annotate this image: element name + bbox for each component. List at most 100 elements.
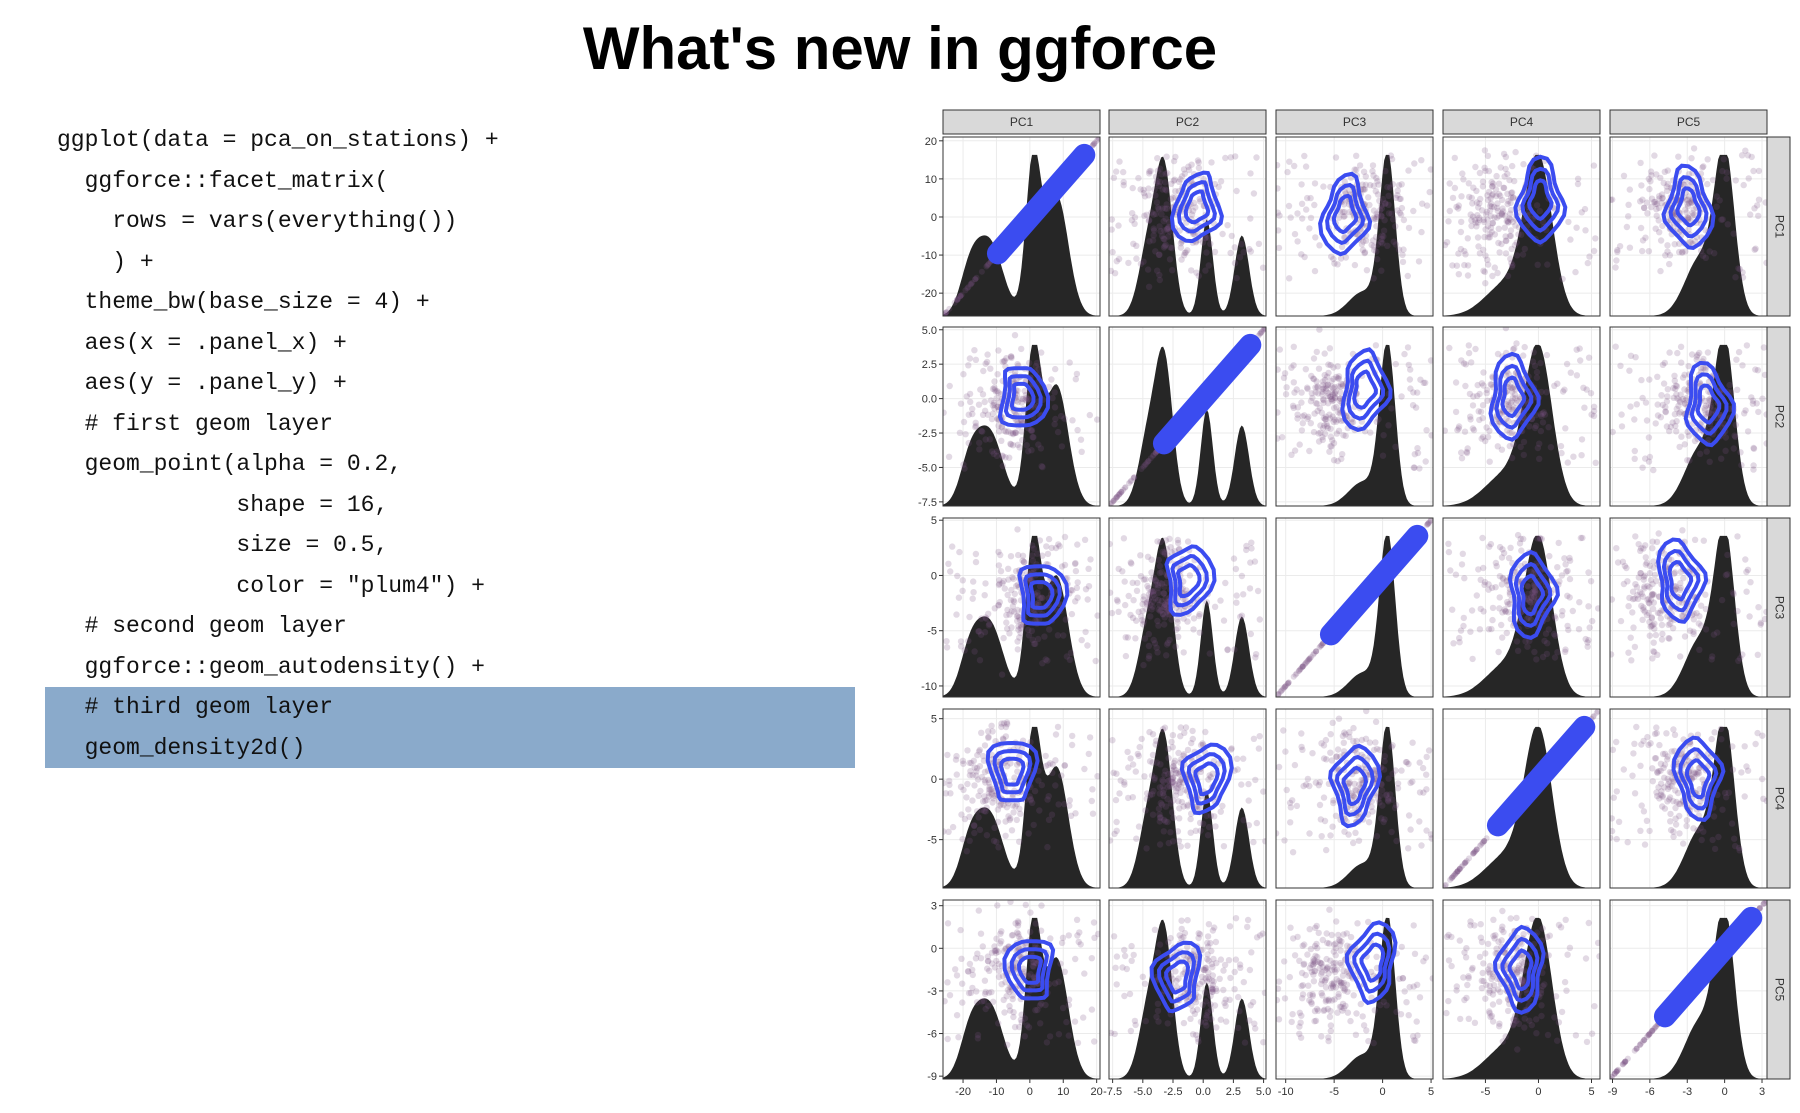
data-point bbox=[1459, 550, 1467, 557]
data-point bbox=[1482, 226, 1489, 233]
data-point bbox=[1454, 868, 1461, 875]
data-point bbox=[1151, 186, 1158, 193]
data-point bbox=[977, 386, 984, 393]
panel-layers bbox=[1610, 527, 1767, 697]
data-point bbox=[1509, 261, 1516, 269]
data-point bbox=[981, 977, 989, 984]
data-point bbox=[1750, 466, 1757, 473]
data-point bbox=[1647, 168, 1655, 175]
density2d-contour bbox=[985, 740, 1040, 803]
data-point bbox=[1665, 635, 1672, 642]
data-point bbox=[1632, 533, 1639, 540]
data-point bbox=[1452, 408, 1460, 416]
data-point bbox=[1315, 365, 1323, 372]
data-point bbox=[1077, 436, 1085, 443]
data-point bbox=[1367, 429, 1374, 436]
data-point bbox=[1363, 267, 1371, 274]
data-point bbox=[1011, 429, 1019, 436]
data-point bbox=[1016, 1023, 1023, 1031]
data-point bbox=[965, 362, 972, 369]
data-point bbox=[1002, 818, 1009, 825]
data-point bbox=[989, 799, 996, 806]
data-point bbox=[1688, 351, 1696, 358]
density2d-contour bbox=[1334, 754, 1375, 818]
data-point bbox=[1744, 152, 1752, 159]
data-point bbox=[1139, 621, 1147, 628]
data-point bbox=[1443, 884, 1447, 888]
autodensity-area bbox=[1109, 537, 1266, 697]
data-point bbox=[1383, 791, 1390, 798]
data-point bbox=[1121, 781, 1128, 788]
data-point bbox=[1507, 227, 1515, 234]
data-point bbox=[1276, 690, 1282, 697]
data-point bbox=[1339, 732, 1347, 740]
data-point bbox=[1696, 349, 1703, 357]
data-point bbox=[1661, 750, 1669, 757]
data-point bbox=[1479, 414, 1486, 422]
data-point bbox=[1372, 342, 1380, 349]
data-point bbox=[975, 792, 982, 799]
data-point bbox=[1161, 583, 1168, 591]
matrix-panel bbox=[942, 136, 1101, 317]
data-point bbox=[1619, 558, 1627, 565]
data-point bbox=[1252, 776, 1259, 784]
data-point bbox=[1642, 234, 1649, 241]
data-point bbox=[1177, 176, 1184, 183]
data-point bbox=[1649, 591, 1656, 598]
data-point bbox=[1640, 573, 1648, 580]
data-point bbox=[1451, 871, 1458, 878]
data-point bbox=[1301, 152, 1308, 160]
data-point bbox=[1147, 601, 1154, 608]
data-point bbox=[993, 838, 1000, 846]
data-point bbox=[1668, 556, 1675, 563]
data-point bbox=[1135, 823, 1143, 830]
data-point bbox=[1644, 733, 1651, 741]
data-point bbox=[1329, 413, 1336, 420]
data-point bbox=[1168, 738, 1175, 746]
data-point bbox=[1153, 179, 1160, 187]
data-point bbox=[1052, 415, 1059, 423]
data-point bbox=[1184, 538, 1192, 545]
data-point bbox=[1690, 616, 1698, 623]
data-point bbox=[1290, 379, 1298, 386]
data-point bbox=[1508, 245, 1515, 253]
data-point bbox=[1042, 752, 1049, 760]
data-point bbox=[1078, 448, 1085, 455]
data-point bbox=[1290, 404, 1297, 411]
data-point bbox=[1332, 388, 1340, 395]
data-point bbox=[1656, 229, 1663, 236]
data-point bbox=[1635, 541, 1642, 548]
data-point bbox=[990, 837, 998, 844]
data-point bbox=[985, 1002, 992, 1009]
data-point bbox=[952, 966, 959, 973]
data-point bbox=[1362, 735, 1370, 742]
data-point bbox=[972, 772, 980, 779]
data-point bbox=[1320, 396, 1327, 404]
data-point bbox=[1298, 251, 1305, 258]
data-point bbox=[1219, 802, 1226, 810]
data-point bbox=[949, 823, 957, 831]
data-point bbox=[1761, 615, 1767, 623]
data-point bbox=[1579, 534, 1586, 542]
data-point bbox=[1177, 244, 1185, 251]
data-point bbox=[1170, 774, 1177, 781]
data-point bbox=[1457, 865, 1463, 872]
data-point bbox=[1122, 652, 1130, 660]
data-point bbox=[957, 292, 964, 299]
data-point bbox=[1358, 776, 1365, 784]
density2d-contour bbox=[1500, 375, 1527, 419]
data-point bbox=[1195, 612, 1203, 620]
data-point bbox=[1094, 137, 1100, 143]
data-point bbox=[1081, 536, 1089, 543]
data-point bbox=[995, 347, 1002, 354]
data-point bbox=[1174, 618, 1181, 626]
data-point bbox=[1508, 429, 1515, 437]
data-point bbox=[1061, 800, 1068, 808]
data-point bbox=[1739, 269, 1746, 276]
data-point bbox=[992, 738, 999, 745]
data-point bbox=[1238, 612, 1246, 619]
data-point bbox=[986, 620, 993, 628]
data-point bbox=[1159, 548, 1166, 555]
data-point bbox=[1342, 731, 1349, 738]
data-point bbox=[1037, 1020, 1044, 1027]
